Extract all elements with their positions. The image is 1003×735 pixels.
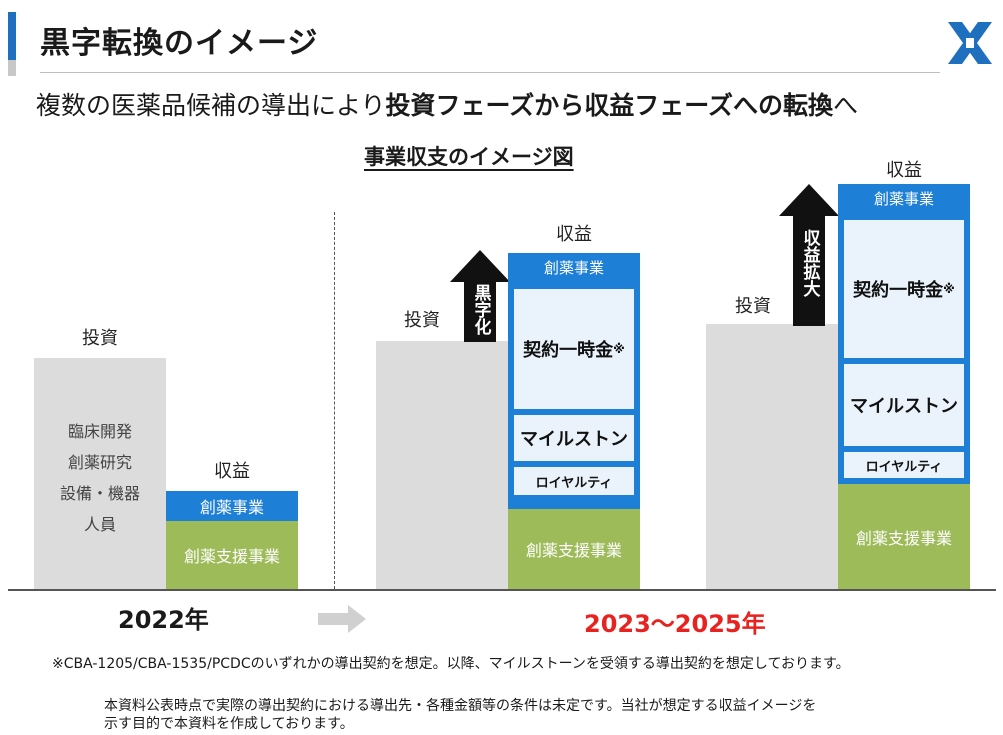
drug-discovery-segment-2022: 創薬事業 [166,491,298,521]
royalty-box: ロイヤルティ [514,467,634,495]
investment-item: 設備・機器 [59,484,140,503]
period-label-2022: 2022年 [118,606,209,634]
revenue-label-g3: 収益 [886,160,922,181]
milestone-box: マイルストン [844,364,964,446]
lead-text: 複数の医薬品候補の導出により投資フェーズから収益フェーズへの転換へ [36,91,859,120]
drug-discovery-block-g2: 創薬事業 契約一時金 ※ マイルストン ロイヤルティ [508,253,640,509]
investment-item: 人員 [83,515,116,534]
right-arrow-icon [318,605,366,633]
header-divider [40,72,940,73]
title-accent-bar-lower [8,60,16,76]
royalty-box: ロイヤルティ [844,452,964,478]
drug-support-segment-g3: 創薬支援事業 [838,484,970,589]
investment-item: 臨床開発 [67,422,132,441]
drug-support-segment-g2: 創薬支援事業 [508,509,640,589]
investment-item: 創薬研究 [67,453,132,472]
arrow-label-expand: 収益拡大 [799,229,820,297]
company-logo-icon [944,16,996,70]
revenue-label-2022: 収益 [214,461,250,482]
upfront-payment-box: 契約一時金 ※ [844,220,964,358]
revenue-label-g2: 収益 [556,224,592,245]
investment-label-2022: 投資 [82,328,118,349]
chart-baseline [8,589,996,591]
period-label-2023-2025: 2023〜2025年 [584,610,766,638]
up-arrow-icon [779,184,839,326]
arrow-label-profit: 黒字化 [470,283,491,335]
disclaimer-line: 示す目的で本資料を作成しております。 [104,716,354,732]
footnote: ※CBA-1205/CBA-1535/PCDCのいずれかの導出契約を想定。以降、… [52,656,850,672]
milestone-box: マイルストン [514,415,634,461]
drug-discovery-block-g3: 創薬事業 契約一時金 ※ マイルストン ロイヤルティ [838,184,970,484]
title-accent-bar [8,12,16,60]
period-divider [334,212,335,589]
investment-bar-2022: 臨床開発 創薬研究 設備・機器 人員 [34,358,166,589]
drug-discovery-label: 創薬事業 [873,189,934,208]
chart-title: 事業収支のイメージ図 [364,145,574,169]
investment-label-g2: 投資 [404,310,440,331]
upfront-payment-box: 契約一時金 ※ [514,289,634,409]
drug-support-segment-2022: 創薬支援事業 [166,521,298,589]
investment-label-g3: 投資 [735,296,771,317]
disclaimer-line: 本資料公表時点で実際の導出契約における導出先・各種金額等の条件は未定です。当社が… [104,698,817,714]
investment-bar-g3 [706,324,838,589]
drug-discovery-label: 創薬事業 [543,258,604,277]
up-arrow-icon [450,250,510,342]
investment-bar-g2 [376,341,508,589]
disclaimer: 本資料公表時点で実際の導出契約における導出先・各種金額等の条件は未定です。当社が… [104,697,816,733]
page-title: 黒字転換のイメージ [40,26,319,61]
